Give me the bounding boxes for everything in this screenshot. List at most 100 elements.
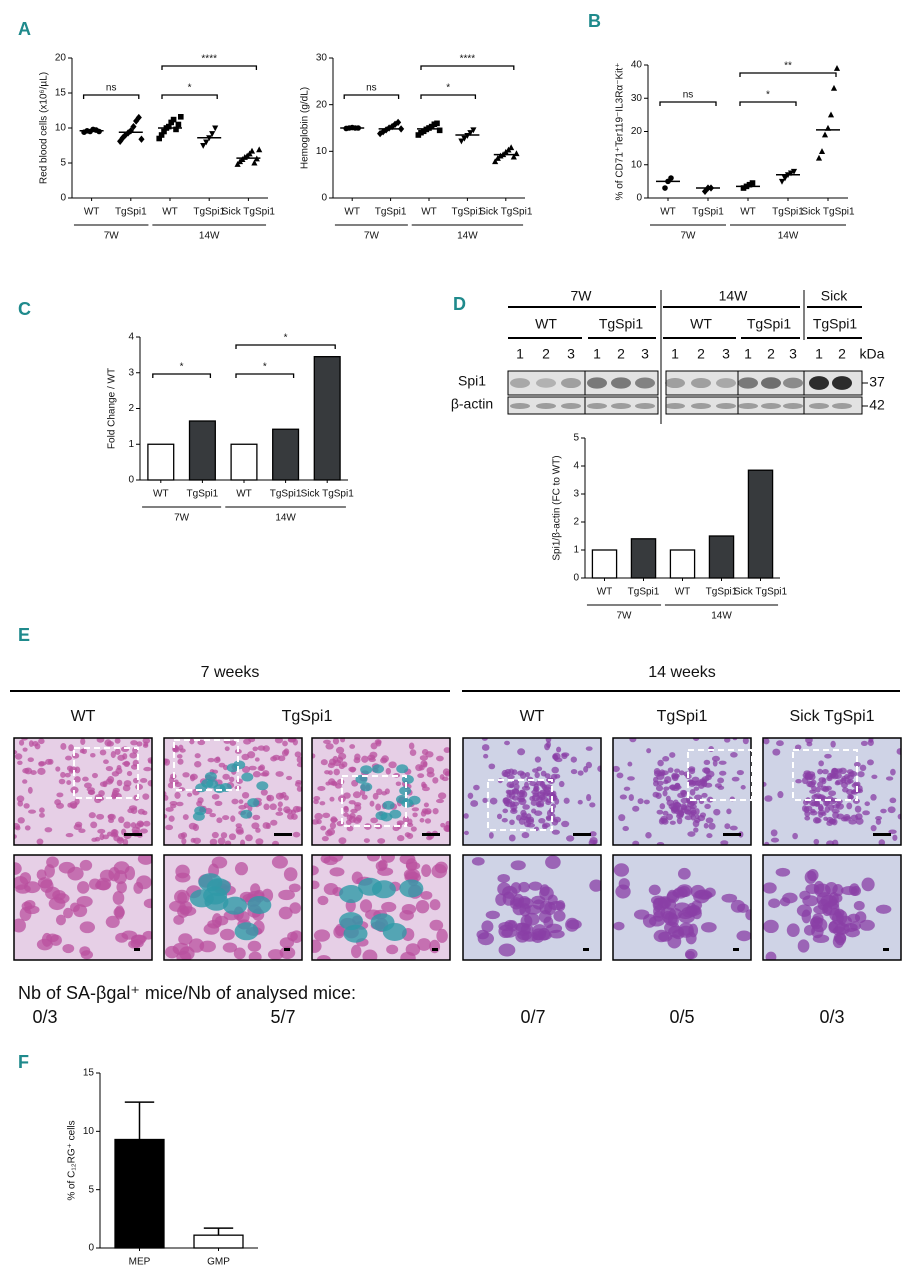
cell xyxy=(648,884,661,896)
cell xyxy=(96,738,105,743)
cell xyxy=(665,795,671,802)
cell xyxy=(437,792,447,800)
cell xyxy=(209,838,218,845)
cell xyxy=(553,816,562,823)
lane-number: 2 xyxy=(838,346,846,362)
cell xyxy=(844,779,852,785)
cell xyxy=(714,783,722,788)
cell xyxy=(878,839,886,845)
cell xyxy=(517,748,526,756)
cell xyxy=(445,825,450,832)
cell xyxy=(279,946,296,960)
sa-bgal-stain xyxy=(247,798,260,808)
group-label: 7W xyxy=(174,513,190,524)
cell xyxy=(142,743,149,748)
zoom-box xyxy=(792,749,858,801)
blot-band xyxy=(738,403,758,409)
cell xyxy=(136,741,143,747)
group-label: 7W xyxy=(617,611,633,622)
image-frame xyxy=(462,854,602,961)
cell xyxy=(802,772,810,779)
cell xyxy=(281,749,289,757)
significance-label: * xyxy=(180,362,184,373)
y-tick-label: 0 xyxy=(128,475,134,486)
cell xyxy=(229,740,237,746)
cell xyxy=(488,832,494,839)
cell xyxy=(880,808,887,814)
cell xyxy=(420,890,433,900)
cell xyxy=(826,840,835,845)
cell xyxy=(653,929,670,943)
cell xyxy=(114,738,121,744)
cell xyxy=(284,808,293,814)
cell xyxy=(616,772,624,779)
cell xyxy=(504,740,510,746)
cell xyxy=(632,805,640,812)
data-point xyxy=(130,122,137,131)
cell xyxy=(340,738,346,743)
cell xyxy=(804,815,811,821)
cell xyxy=(361,755,369,763)
cell xyxy=(536,803,545,808)
blot-age: 7W xyxy=(571,288,593,304)
cell xyxy=(813,883,831,898)
cell xyxy=(589,879,601,892)
histology-image xyxy=(762,737,902,846)
cell xyxy=(558,780,565,788)
significance-label: **** xyxy=(201,54,217,65)
cell xyxy=(272,754,281,761)
cell xyxy=(287,931,298,942)
blot-genotype: TgSpi1 xyxy=(599,316,644,332)
cell xyxy=(224,840,232,845)
cell xyxy=(711,755,720,762)
cell xyxy=(369,800,375,807)
cell xyxy=(561,753,568,760)
cell xyxy=(180,832,188,839)
cell xyxy=(702,767,710,774)
cell xyxy=(520,809,527,817)
cell xyxy=(724,823,731,830)
bar xyxy=(147,443,175,481)
cell xyxy=(330,817,338,823)
cell xyxy=(399,909,414,921)
cell xyxy=(319,801,326,806)
cell xyxy=(220,832,228,839)
cell xyxy=(694,794,703,801)
y-tick-label: 10 xyxy=(83,1126,95,1137)
cell xyxy=(805,805,813,812)
x-tick-label: WT xyxy=(660,207,676,218)
significance-bracket xyxy=(343,94,400,99)
cell xyxy=(799,890,811,901)
cell xyxy=(691,780,700,786)
histology-heading: 7 weeks xyxy=(201,664,260,681)
group-label: 14W xyxy=(199,231,220,242)
cell xyxy=(113,870,127,885)
image-frame xyxy=(13,737,153,846)
cell xyxy=(422,761,428,768)
group-label: 7W xyxy=(104,231,120,242)
x-tick-label: TgSpi1 xyxy=(706,587,738,598)
cell xyxy=(685,950,695,960)
blot-row-label: β-actin xyxy=(451,396,493,412)
cell xyxy=(333,925,345,939)
cell xyxy=(123,821,131,829)
cell xyxy=(671,805,679,813)
cell xyxy=(68,744,74,752)
cell xyxy=(348,800,356,805)
cell xyxy=(350,808,358,814)
sa-bgal-stain xyxy=(360,765,373,775)
cell xyxy=(669,752,676,758)
cell xyxy=(399,855,416,865)
cell xyxy=(67,866,84,881)
cell xyxy=(667,767,674,773)
bar xyxy=(591,549,618,579)
cell xyxy=(317,895,329,906)
cell xyxy=(830,740,836,748)
cell xyxy=(551,829,560,835)
cell xyxy=(488,763,496,770)
cell xyxy=(130,740,138,746)
cell xyxy=(870,794,877,801)
cell xyxy=(589,831,597,837)
cell xyxy=(556,746,562,753)
cell xyxy=(275,771,284,777)
